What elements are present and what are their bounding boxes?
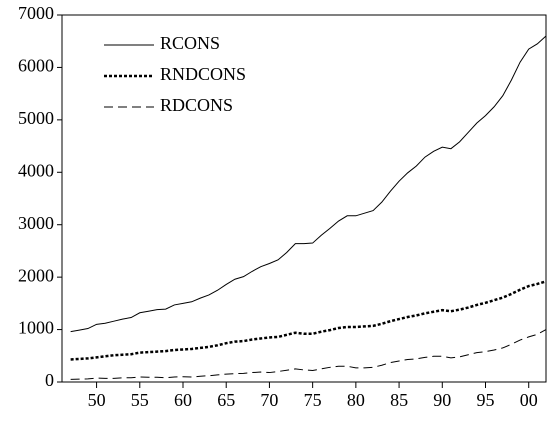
y-tick-label: 0	[45, 370, 54, 390]
x-tick-label: 85	[390, 390, 408, 410]
y-tick-label: 6000	[18, 56, 54, 76]
y-tick-label: 1000	[18, 318, 54, 338]
line-series	[70, 280, 547, 361]
y-tick-label: 7000	[18, 3, 54, 23]
x-tick-label: 90	[433, 390, 451, 410]
y-tick-label: 2000	[18, 265, 54, 285]
line-series	[70, 329, 547, 380]
x-tick-label: 95	[477, 390, 495, 410]
y-tick-label: 3000	[18, 213, 54, 233]
x-tick-label: 80	[347, 390, 365, 410]
x-tick-label: 65	[217, 390, 235, 410]
legend-label: RNDCONS	[160, 64, 246, 84]
legend-label: RCONS	[160, 33, 220, 53]
line-series	[70, 35, 547, 333]
y-tick-label: 4000	[18, 160, 54, 180]
legend-label: RDCONS	[160, 95, 233, 115]
x-tick-label: 50	[88, 390, 106, 410]
x-tick-label: 00	[520, 390, 538, 410]
x-tick-label: 70	[260, 390, 278, 410]
x-tick-label: 75	[304, 390, 322, 410]
x-tick-label: 55	[131, 390, 149, 410]
y-tick-label: 5000	[18, 108, 54, 128]
plot-frame	[61, 14, 547, 383]
x-tick-label: 60	[174, 390, 192, 410]
